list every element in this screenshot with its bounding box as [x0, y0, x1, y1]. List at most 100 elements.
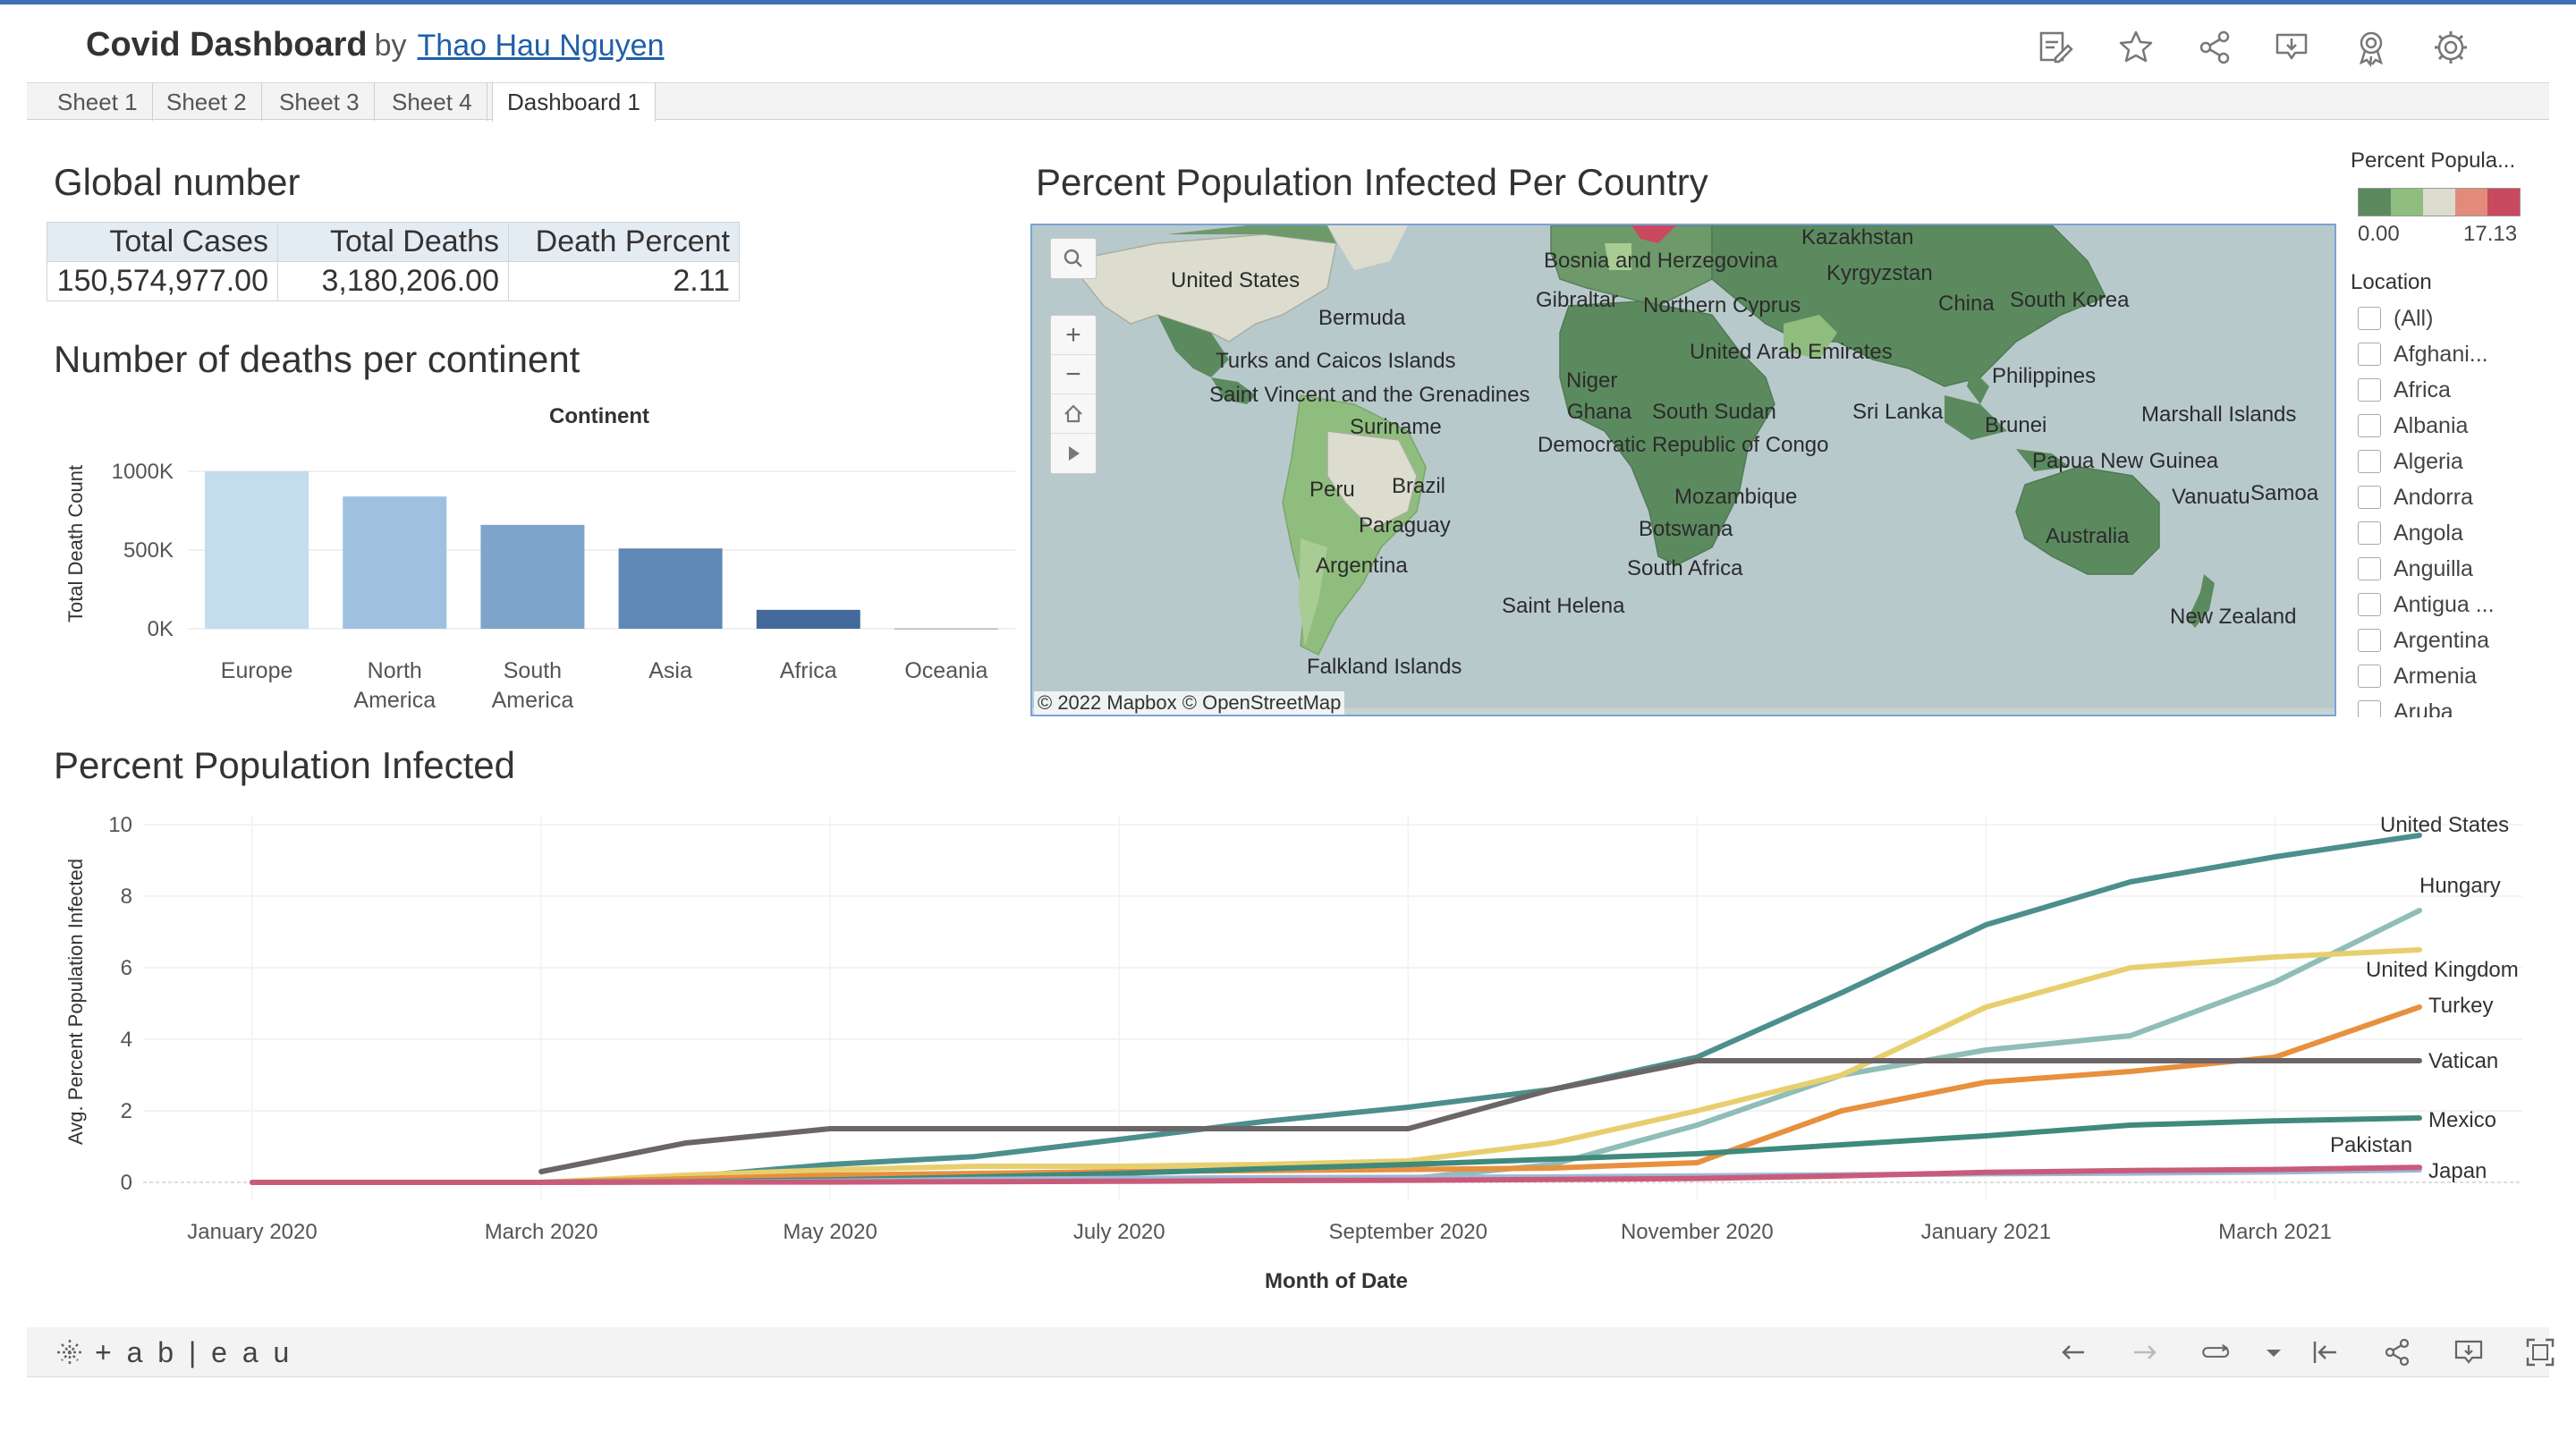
map-label-south-sudan[interactable]: South Sudan: [1652, 400, 1776, 424]
location-checkbox[interactable]: [2358, 414, 2381, 437]
tab-sheet-1[interactable]: Sheet 1: [43, 83, 153, 121]
map-label-papua-new-guinea[interactable]: Papua New Guinea: [2032, 449, 2219, 473]
location-checkbox[interactable]: [2358, 521, 2381, 545]
map-label-saint-vincent-and-the-grenadines[interactable]: Saint Vincent and the Grenadines: [1209, 383, 1530, 407]
edit-icon[interactable]: [2036, 28, 2075, 67]
bar-europe[interactable]: [205, 471, 309, 629]
bar-asia[interactable]: [618, 548, 723, 629]
series-united-kingdom[interactable]: [250, 947, 2422, 1185]
map-label-bosnia-and-herzegovina[interactable]: Bosnia and Herzegovina: [1544, 249, 1778, 273]
map-label-australia[interactable]: Australia: [2046, 524, 2130, 548]
location-item[interactable]: Andorra: [2358, 479, 2473, 515]
location-checkbox[interactable]: [2358, 486, 2381, 509]
tableau-logo-mark-icon[interactable]: [54, 1336, 86, 1373]
location-filter-list[interactable]: (All) Afghani... Africa Albania Algeria Andor…: [2351, 301, 2538, 717]
map-label-brunei[interactable]: Brunei: [1985, 413, 2047, 437]
share-icon[interactable]: [2195, 28, 2234, 67]
map-label-bermuda[interactable]: Bermuda: [1318, 306, 1406, 330]
location-checkbox[interactable]: [2358, 557, 2381, 580]
map-label-vanuatu[interactable]: Vanuatu: [2172, 485, 2250, 509]
play-icon[interactable]: [1051, 434, 1096, 473]
location-checkbox[interactable]: [2358, 450, 2381, 473]
location-checkbox[interactable]: [2358, 378, 2381, 402]
series-vatican[interactable]: [538, 1058, 2422, 1174]
map-label-botswana[interactable]: Botswana: [1639, 517, 1733, 541]
map-label-south-korea[interactable]: South Korea: [2010, 288, 2130, 312]
revert-icon[interactable]: [2200, 1336, 2240, 1368]
star-icon[interactable]: [2116, 28, 2156, 67]
reset-icon[interactable]: [2309, 1336, 2342, 1368]
location-item[interactable]: Armenia: [2358, 658, 2477, 694]
search-icon[interactable]: [1051, 239, 1096, 278]
map-label-samoa[interactable]: Samoa: [2250, 481, 2319, 505]
tab-dashboard-1[interactable]: Dashboard 1: [492, 83, 656, 122]
author-link[interactable]: Thao Hau Nguyen: [417, 29, 665, 63]
tab-sheet-3[interactable]: Sheet 3: [265, 83, 375, 121]
map-label-paraguay[interactable]: Paraguay: [1359, 513, 1451, 538]
map-label-turks-and-caicos-islands[interactable]: Turks and Caicos Islands: [1216, 349, 1456, 373]
map-label-falkland-islands[interactable]: Falkland Islands: [1307, 655, 1462, 679]
location-checkbox[interactable]: [2358, 665, 2381, 688]
location-checkbox[interactable]: [2358, 343, 2381, 366]
map-label-argentina[interactable]: Argentina: [1316, 554, 1408, 578]
location-item[interactable]: Argentina: [2358, 622, 2489, 658]
footer-download-icon[interactable]: [2453, 1336, 2485, 1368]
tableau-logo[interactable]: + a b | e a u: [95, 1336, 293, 1368]
tab-sheet-4[interactable]: Sheet 4: [377, 83, 487, 121]
tab-sheet-2[interactable]: Sheet 2: [152, 83, 262, 121]
map-label-marshall-islands[interactable]: Marshall Islands: [2141, 402, 2297, 427]
world-map[interactable]: + − United States Bermuda Turks and Caicos…: [1030, 224, 2336, 716]
bar-oceania[interactable]: [894, 628, 998, 630]
location-item[interactable]: Antigua ...: [2358, 587, 2495, 622]
map-label-suriname[interactable]: Suriname: [1350, 415, 1442, 439]
map-label-mozambique[interactable]: Mozambique: [1674, 485, 1798, 509]
location-item[interactable]: Aruba: [2358, 694, 2453, 717]
series-japan[interactable]: [250, 1164, 2422, 1185]
location-item[interactable]: Anguilla: [2358, 551, 2473, 587]
badge-icon[interactable]: [2351, 28, 2391, 68]
map-label-peru[interactable]: Peru: [1309, 478, 1355, 502]
map-label-philippines[interactable]: Philippines: [1992, 364, 2097, 388]
location-checkbox[interactable]: [2358, 629, 2381, 652]
series-turkey[interactable]: [250, 1004, 2422, 1185]
footer-share-icon[interactable]: [2381, 1336, 2413, 1368]
map-label-china[interactable]: China: [1938, 292, 1995, 316]
gear-icon[interactable]: [2431, 28, 2470, 67]
location-item[interactable]: Albania: [2358, 408, 2468, 444]
map-label-ghana[interactable]: Ghana: [1567, 400, 1632, 424]
redo-icon[interactable]: [2129, 1336, 2161, 1368]
map-search-control[interactable]: [1050, 238, 1097, 279]
undo-icon[interactable]: [2057, 1336, 2089, 1368]
bar-north-america[interactable]: [343, 496, 447, 629]
location-checkbox[interactable]: [2358, 700, 2381, 717]
location-item[interactable]: Algeria: [2358, 444, 2463, 479]
location-checkbox[interactable]: [2358, 307, 2381, 330]
map-label-northern-cyprus[interactable]: Northern Cyprus: [1643, 293, 1801, 318]
download-icon[interactable]: [2272, 28, 2311, 67]
map-attribution[interactable]: © 2022 Mapbox © OpenStreetMap: [1034, 691, 1345, 715]
location-item[interactable]: Africa: [2358, 372, 2451, 408]
map-label-brazil[interactable]: Brazil: [1392, 474, 1446, 498]
home-icon[interactable]: [1051, 394, 1096, 434]
fullscreen-icon[interactable]: [2524, 1336, 2556, 1368]
map-label-united-arab-emirates[interactable]: United Arab Emirates: [1690, 340, 1893, 364]
map-label-south-africa[interactable]: South Africa: [1627, 556, 1743, 580]
map-label-niger[interactable]: Niger: [1566, 368, 1618, 393]
bar-south-america[interactable]: [480, 524, 585, 629]
location-item[interactable]: (All): [2358, 301, 2433, 336]
location-item[interactable]: Angola: [2358, 515, 2463, 551]
color-legend-ramp[interactable]: [2358, 188, 2521, 216]
map-label-new-zealand[interactable]: New Zealand: [2170, 605, 2297, 629]
zoom-in-button[interactable]: +: [1051, 316, 1096, 355]
location-checkbox[interactable]: [2358, 593, 2381, 616]
map-label-saint-helena[interactable]: Saint Helena: [1502, 594, 1625, 618]
map-label-democratic-republic-of-congo[interactable]: Democratic Republic of Congo: [1538, 433, 1829, 457]
location-item[interactable]: Afghani...: [2358, 336, 2488, 372]
zoom-out-button[interactable]: −: [1051, 355, 1096, 394]
map-label-kazakhstan[interactable]: Kazakhstan: [1801, 225, 1914, 250]
dropdown-icon[interactable]: [2258, 1336, 2281, 1368]
map-label-gibraltar[interactable]: Gibraltar: [1536, 288, 1619, 312]
map-label-kyrgyzstan[interactable]: Kyrgyzstan: [1826, 261, 1933, 285]
map-label-united-states[interactable]: United States: [1171, 268, 1301, 292]
bar-africa[interactable]: [756, 609, 860, 629]
